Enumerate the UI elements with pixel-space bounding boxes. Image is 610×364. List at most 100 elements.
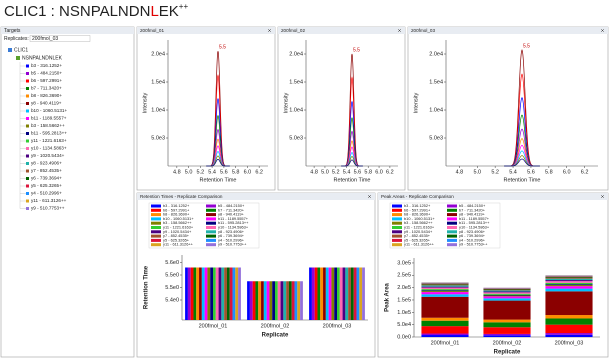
legend-swatch [447,243,457,247]
bar [255,281,259,320]
bar [213,267,216,320]
legend-swatch [392,217,402,221]
panel-title: Peak Areas - Replicate Comparison [381,194,454,199]
bar-segment [545,286,593,289]
tree-transition[interactable]: b5 - 484.2150+ [31,71,62,76]
y-axis-title: Retention Time [144,265,150,309]
bar [288,281,292,320]
close-icon[interactable] [600,194,605,199]
x-axis-title: Replicate [494,350,521,356]
tree-icon [26,117,29,120]
bar [348,267,351,320]
tree-icon [16,56,20,60]
bar-segment [421,326,469,334]
bar-segment [483,298,531,301]
tree-transition[interactable]: b10 - 1060.5131+ [31,108,67,113]
bar-segment [545,315,593,319]
tree-icon [26,207,29,210]
bar-segment [545,318,593,325]
x-tick-label: 5.4 [208,169,216,175]
legend-swatch [151,226,161,229]
close-icon[interactable] [367,194,372,199]
tree-transition[interactable]: y9 - 1020.5434+ [31,153,65,158]
x-tick-label: 4.8 [173,169,181,175]
legend-swatch [447,230,457,234]
bar-segment [545,291,593,316]
tree-icon [26,94,29,98]
legend-swatch [151,221,161,225]
tree-icon [26,102,29,105]
close-icon[interactable] [397,28,402,33]
bar [328,267,332,320]
close-icon[interactable] [600,28,605,33]
panel-header [137,27,275,34]
y-tick-label: 0.0e0 [397,334,411,340]
bar [229,267,233,320]
bar-segment [545,324,593,334]
tree-transition[interactable]: b3 - 158.5662++ [31,123,65,128]
bar-segment [545,334,593,337]
bar-segment [421,294,469,297]
bar-segment [483,327,531,334]
bar [193,267,197,320]
x-tick-label: 6.2 [255,169,263,175]
legend-swatch [206,226,216,229]
y-tick-label: 1.0e4 [429,107,443,113]
bar [339,267,343,320]
tree-transition[interactable]: b11 - 595.2813++ [31,131,67,136]
legend-label: b11 - 595.2813++ [459,220,490,225]
tree-transition[interactable]: y11 - 611.3126++ [31,198,67,203]
legend-swatch [447,234,457,238]
panel-title: Retention Times - Replicate Comparison [140,194,223,199]
y-tick-label: 1.5e4 [289,79,303,85]
tree-transition[interactable]: b7 - 711.3420+ [31,86,62,91]
tree-transition[interactable]: b3 - 316.1252+ [31,63,62,68]
tree-transition[interactable]: y8 - 923.4906+ [31,161,62,166]
tree-transition[interactable]: b6 - 597.2991+ [31,78,62,83]
tree-transition[interactable]: y5 - 625.3265+ [31,183,62,188]
legend-swatch [392,204,402,208]
x-tick-label: 6.0 [244,169,252,175]
bar [218,267,222,320]
y-tick-label: 2.0e5 [397,285,411,291]
x-tick-label: 200fmol_03 [323,323,352,329]
legend-label: b11 - 595.2813++ [218,220,249,225]
legend-swatch [447,221,457,225]
x-tick-label: 5.0 [185,169,193,175]
tree-transition[interactable]: y7 - 852.4535+ [31,168,62,173]
x-tick-label: 5.2 [332,169,340,175]
bar [190,267,194,320]
legend-label: b11 - 1189.5557+ [218,216,249,221]
tree-icon [26,169,29,173]
panel-title: 200fmol_01 [140,28,164,33]
tree-transition[interactable]: y9 - 510.7753++ [31,206,65,211]
tree-transition[interactable]: b11 - 1189.5557+ [31,116,67,121]
y-tick-label: 2.0e4 [429,51,443,57]
tree-transition[interactable]: y4 - 510.2996+ [31,191,62,196]
bar-segment [421,291,469,293]
replicate-select[interactable] [29,35,91,42]
legend-swatch [206,238,216,242]
legend-label: y5 - 625.3265+ [404,237,431,242]
legend-label: b8 - 826.3690+ [163,212,190,217]
tree-icon [26,109,29,113]
y-tick-label: 1.0e4 [151,107,165,113]
legend-label: y5 - 625.3265+ [163,237,190,242]
tree-transition[interactable]: y6 - 739.3694+ [31,176,62,181]
tree-transition[interactable]: y10 - 1134.5863+ [31,146,67,151]
tree-transition[interactable]: b8 - 826.3690+ [31,93,62,98]
bar-segment [421,290,469,292]
tree-transition[interactable]: y8 - 940.4119+ [31,101,62,106]
panel-header [278,27,405,34]
peak [504,158,540,167]
bar [261,281,264,320]
panel-header [137,193,375,200]
legend-swatch [206,204,216,208]
close-icon[interactable] [267,28,272,33]
legend-label: y4 - 510.2996+ [459,237,486,242]
y-tick-label: 1.5e4 [429,79,443,85]
tree-transition[interactable]: y11 - 1221.6163+ [31,138,67,143]
targets-title: Targets [4,28,21,34]
x-tick-label: 200fmol_01 [199,323,228,329]
replicate-value[interactable]: 200fmol_03 [32,36,58,42]
